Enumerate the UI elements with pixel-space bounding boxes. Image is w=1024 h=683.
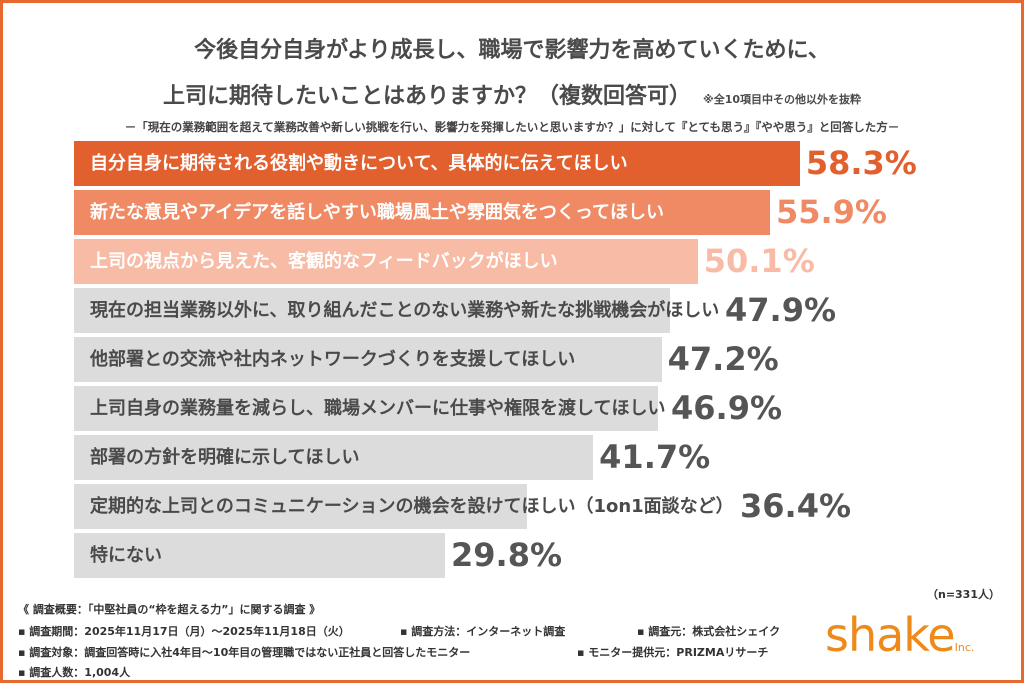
value-label: 46.9% bbox=[671, 389, 783, 427]
bar-label: 部署の方針を明確に示してほしい bbox=[90, 447, 360, 468]
value-label: 47.2% bbox=[667, 340, 779, 378]
bar-label: 定期的な上司とのコミュニケーションの機会を設けてほしい（1on1面談など） bbox=[90, 496, 734, 517]
bar bbox=[74, 386, 658, 431]
value-label: 50.1% bbox=[703, 242, 815, 280]
survey-target: ▪ 調査対象：調査回答時に入社4年目～10年目の管理職ではない正社員と回答したモ… bbox=[18, 646, 471, 659]
bar bbox=[74, 337, 662, 382]
bar bbox=[74, 533, 445, 578]
survey-overview: 《 調査概要：「中堅社員の“枠を超える力”」に関する調査 》 bbox=[18, 603, 321, 616]
survey-source: ▪ 調査元：株式会社シェイク bbox=[637, 625, 781, 638]
bar bbox=[74, 288, 671, 333]
chart-title-line2: 上司に期待したいことはありますか？（複数回答可） ※全10項目中その他以外を抜粋 bbox=[0, 78, 1024, 110]
bar bbox=[74, 435, 594, 480]
value-label: 36.4% bbox=[740, 487, 852, 525]
chart-title-text: 上司に期待したいことはありますか？（複数回答可） bbox=[162, 84, 691, 109]
bar-label: 上司自身の業務量を減らし、職場メンバーに仕事や権限を渡してほしい bbox=[90, 398, 666, 419]
bar-label: 新たな意見やアイデアを話しやすい職場風土や雰囲気をつくってほしい bbox=[90, 202, 665, 223]
value-label: 55.9% bbox=[775, 193, 887, 231]
value-label: 29.8% bbox=[451, 536, 563, 574]
bar bbox=[74, 239, 698, 284]
survey-method: ▪ 調査方法：インターネット調査 bbox=[400, 625, 566, 638]
chart-title-line1: 今後自分自身がより成長し、職場で影響力を高めていくために、 bbox=[194, 38, 830, 63]
bar bbox=[74, 484, 528, 529]
survey-period: ▪ 調査期間：2025年11月17日（月）～2025年11月18日（火） bbox=[18, 625, 350, 638]
value-label: 41.7% bbox=[599, 438, 711, 476]
bar-label: 特にない bbox=[90, 545, 162, 566]
bar bbox=[74, 190, 770, 235]
survey-provider: ▪ モニター提供元：PRIZMAリサーチ bbox=[577, 646, 769, 659]
bar-label: 他部署との交流や社内ネットワークづくりを支援してほしい bbox=[90, 349, 576, 370]
sample-size: （n=331人） bbox=[926, 588, 1000, 601]
bar-label: 現在の担当業務以外に、取り組んだことのない業務や新たな挑戦機会がほしい bbox=[90, 300, 720, 321]
bar-label: 上司の視点から見えた、客観的なフィードバックがほしい bbox=[90, 251, 558, 272]
value-label: 47.9% bbox=[725, 291, 837, 329]
bar bbox=[74, 141, 800, 186]
title-note: ※全10項目中その他以外を抜粋 bbox=[703, 93, 862, 106]
survey-count: ▪ 調査人数：1,004人 bbox=[18, 666, 131, 679]
chart-subtitle: －「現在の業務範囲を超えて業務改善や新しい挑戦を行い、影響力を発揮したいと思いま… bbox=[124, 120, 900, 134]
shake-logo: shakeInc. bbox=[825, 608, 975, 662]
bar-label: 自分自身に期待される役割や動きについて、具体的に伝えてほしい bbox=[90, 153, 628, 174]
value-label: 58.3% bbox=[805, 144, 917, 182]
